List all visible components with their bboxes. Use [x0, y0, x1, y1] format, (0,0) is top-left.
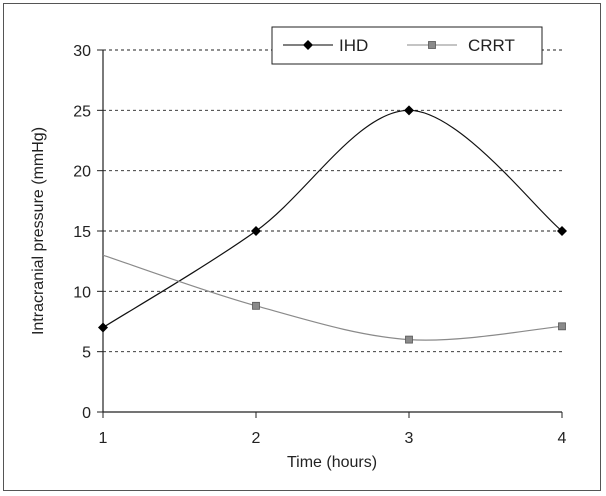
y-tick-label: 30: [73, 43, 91, 60]
data-point-ihd: [251, 226, 261, 236]
series-line-crrt: [102, 254, 563, 341]
y-tick-label: 5: [82, 345, 91, 362]
data-point-ihd: [557, 226, 567, 236]
legend: IHD CRRT: [271, 26, 543, 65]
y-tick-label: 10: [73, 284, 91, 301]
x-tick-label: 4: [558, 430, 567, 447]
data-point-crrt: [558, 322, 566, 331]
legend-ihd-label: IHD: [339, 36, 368, 55]
legend-crrt-marker: [428, 41, 436, 49]
x-tick-label: 2: [252, 430, 261, 447]
y-tick-label: 15: [73, 224, 91, 241]
x-tick-label: 1: [99, 430, 108, 447]
series-group: [98, 105, 567, 344]
grid-lines: [103, 49, 562, 353]
series-line-ihd: [102, 109, 563, 329]
y-ticks: 0 5 10 15 20 25 30: [73, 43, 103, 422]
data-point-crrt: [252, 301, 260, 310]
legend-ihd-marker: [303, 40, 313, 50]
y-tick-label: 0: [82, 405, 91, 422]
x-ticks: 1 2 3 4: [99, 412, 567, 447]
x-tick-label: 3: [405, 430, 414, 447]
data-point-ihd: [98, 322, 108, 333]
legend-crrt-label: CRRT: [468, 36, 515, 55]
data-point-ihd: [404, 105, 414, 116]
x-axis-label: Time (hours): [287, 454, 377, 471]
y-axis-label: Intracranial pressure (mmHg): [30, 127, 47, 335]
y-tick-label: 20: [73, 164, 91, 181]
data-point-crrt: [405, 335, 413, 344]
y-tick-label: 25: [73, 103, 91, 120]
